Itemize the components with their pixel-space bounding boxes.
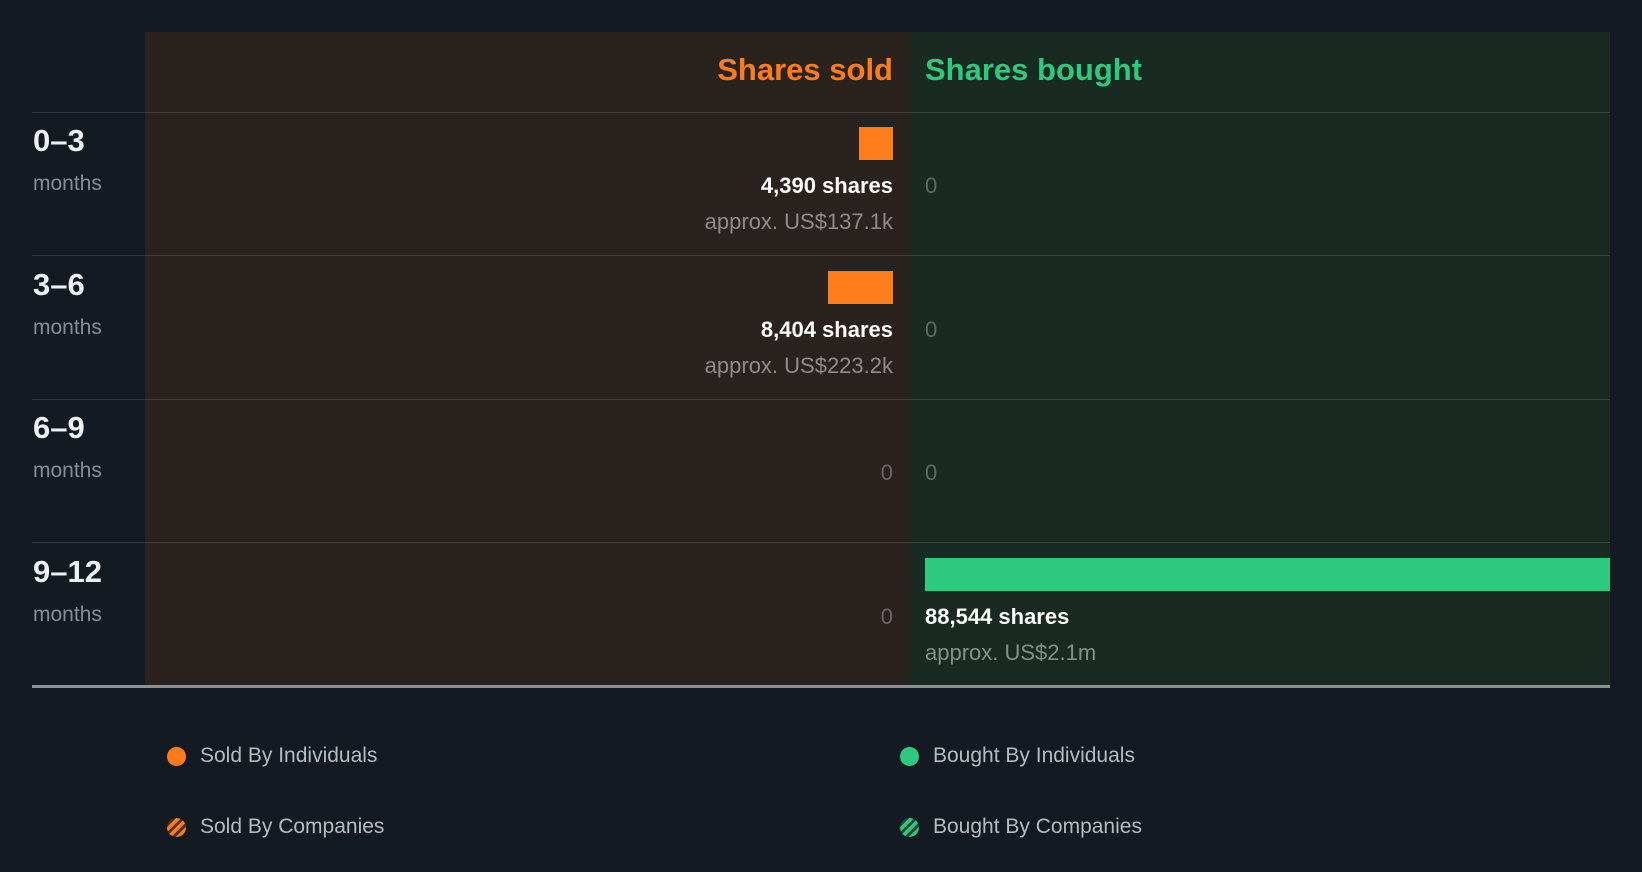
period-label-0-3: 0–3 months	[33, 112, 143, 197]
bar-area	[145, 256, 893, 304]
shares-sold-header: Shares sold	[717, 52, 893, 87]
bar-area	[145, 399, 893, 447]
sold-cell-9-12[interactable]: 0	[145, 543, 893, 686]
sold-shares-value: 0	[880, 460, 893, 485]
grid-line	[32, 542, 1610, 543]
period-range: 6–9	[33, 410, 85, 445]
sold-approx-value: approx. US$137.1k	[704, 209, 893, 234]
grid-line	[32, 399, 1610, 400]
period-unit: months	[33, 603, 102, 626]
sold-approx-value: approx. US$223.2k	[704, 353, 893, 378]
bar-area	[925, 543, 1610, 591]
period-label-9-12: 9–12 months	[33, 543, 143, 628]
period-range: 0–3	[33, 123, 85, 158]
bar-area	[145, 543, 893, 591]
grid-line	[32, 255, 1610, 256]
sold-approx-value	[145, 638, 893, 668]
sold-cell-3-6[interactable]: 8,404 shares approx. US$223.2k	[145, 256, 893, 399]
sold-individuals-dot-icon	[167, 746, 186, 766]
period-range: 3–6	[33, 267, 85, 302]
sold-approx-value	[145, 494, 893, 524]
bought-approx-value	[925, 351, 1610, 381]
bought-companies-striped-dot-icon	[900, 817, 919, 837]
bought-cell-6-9[interactable]: 0	[925, 399, 1610, 542]
grid-line	[32, 112, 1610, 113]
sold-cell-6-9[interactable]: 0	[145, 399, 893, 542]
bar-area	[925, 256, 1610, 304]
period-label-6-9: 6–9 months	[33, 399, 143, 484]
bar-area	[925, 112, 1610, 160]
bought-bar[interactable]	[925, 558, 1610, 591]
bought-shares-value: 0	[925, 317, 938, 342]
shares-sold-panel	[145, 32, 910, 686]
sold-shares-value: 8,404 shares	[760, 317, 893, 342]
sold-shares-value: 4,390 shares	[760, 173, 893, 198]
period-label-3-6: 3–6 months	[33, 256, 143, 341]
bought-shares-value: 88,544 shares	[925, 604, 1070, 629]
legend-label: Bought By Companies	[933, 815, 1142, 838]
bought-approx-value: approx. US$2.1m	[925, 640, 1097, 665]
bought-individuals-dot-icon	[900, 746, 919, 766]
sold-bar[interactable]	[859, 127, 893, 160]
shares-bought-header: Shares bought	[925, 52, 1143, 87]
legend-item-sold-companies: Sold By Companies	[167, 815, 385, 838]
bar-area	[145, 112, 893, 160]
sold-cell-0-3[interactable]: 4,390 shares approx. US$137.1k	[145, 112, 893, 255]
period-unit: months	[33, 459, 102, 482]
chart-baseline	[32, 685, 1610, 688]
period-unit: months	[33, 172, 102, 195]
bought-approx-value	[925, 494, 1610, 524]
sold-shares-value: 0	[880, 604, 893, 629]
sold-companies-striped-dot-icon	[167, 817, 186, 837]
legend-item-bought-companies: Bought By Companies	[900, 815, 1142, 838]
bought-shares-value: 0	[925, 460, 938, 485]
legend-item-bought-individuals: Bought By Individuals	[900, 744, 1135, 767]
legend-item-sold-individuals: Sold By Individuals	[167, 744, 378, 767]
sold-bar[interactable]	[828, 271, 893, 304]
legend-label: Sold By Companies	[200, 815, 385, 838]
legend-label: Sold By Individuals	[200, 744, 378, 767]
bought-cell-3-6[interactable]: 0	[925, 256, 1610, 399]
legend-label: Bought By Individuals	[933, 744, 1135, 767]
bought-shares-value: 0	[925, 173, 938, 198]
bought-approx-value	[925, 207, 1610, 237]
bar-area	[925, 399, 1610, 447]
bought-cell-0-3[interactable]: 0	[925, 112, 1610, 255]
period-unit: months	[33, 316, 102, 339]
period-range: 9–12	[33, 554, 102, 589]
bought-cell-9-12[interactable]: 88,544 shares approx. US$2.1m	[925, 543, 1610, 686]
